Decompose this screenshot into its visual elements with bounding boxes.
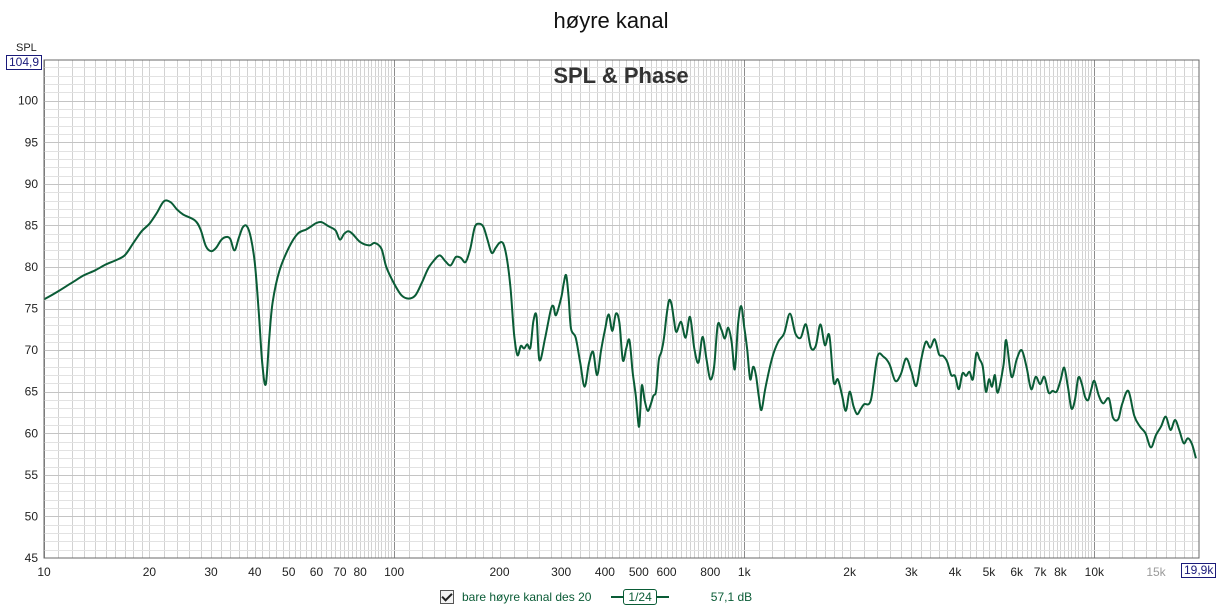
chart-title: SPL & Phase	[553, 63, 688, 88]
y-tick-label: 55	[25, 468, 39, 482]
tick-labels: 10 20 30 40 50 60 70 80 100 200 300 400 500 600 800 1k 2…	[18, 94, 1167, 579]
x-tick-label: 10	[37, 565, 51, 579]
y-tick-label: 85	[25, 218, 39, 232]
smoothing-indicator[interactable]: 1/24	[623, 589, 657, 605]
x-tick-label: 50	[282, 565, 296, 579]
x-tick-label: 5k	[983, 565, 997, 579]
y-tick-label: 65	[25, 385, 39, 399]
x-tick-label: 6k	[1010, 565, 1024, 579]
x-tick-label: 7k	[1034, 565, 1048, 579]
x-tick-label: 3k	[905, 565, 919, 579]
y-tick-label: 50	[25, 509, 39, 523]
y-axis-max-value[interactable]: 104,9	[6, 55, 43, 70]
x-tick-label: 400	[595, 565, 615, 579]
legend-level-value: 57,1 dB	[710, 590, 753, 604]
legend-series-name[interactable]: bare høyre kanal des 20	[462, 590, 592, 604]
x-tick-label: 10k	[1085, 565, 1105, 579]
x-tick-label: 40	[248, 565, 262, 579]
y-tick-label: 80	[25, 260, 39, 274]
y-tick-label: 45	[25, 551, 39, 565]
x-tick-label: 15k	[1146, 565, 1166, 579]
y-axis-label: SPL	[16, 42, 37, 54]
x-tick-label: 8k	[1054, 565, 1068, 579]
y-tick-label: 95	[25, 135, 39, 149]
x-tick-label: 60	[310, 565, 324, 579]
y-tick-label: 90	[25, 177, 39, 191]
x-axis-max-value[interactable]: 19,9k	[1181, 563, 1217, 578]
x-tick-label: 200	[490, 565, 510, 579]
x-tick-label: 300	[551, 565, 571, 579]
x-tick-label: 600	[657, 565, 677, 579]
legend-visibility-checkbox[interactable]	[440, 590, 454, 604]
plot-border	[43, 59, 1200, 559]
x-tick-label: 1k	[738, 565, 752, 579]
y-tick-label: 100	[18, 94, 38, 108]
x-tick-label: 70	[333, 565, 347, 579]
y-tick-label: 70	[25, 343, 39, 357]
x-tick-label: 20	[143, 565, 157, 579]
grid	[44, 60, 1199, 558]
legend-line-swatch	[656, 596, 669, 598]
x-tick-label: 800	[700, 565, 720, 579]
series-line	[43, 199, 1197, 459]
x-tick-label: 2k	[843, 565, 857, 579]
y-tick-label: 60	[25, 426, 39, 440]
x-tick-label: 4k	[949, 565, 963, 579]
x-tick-label: 100	[384, 565, 404, 579]
legend: bare høyre kanal des 20 1/24 57,1 dB	[440, 588, 752, 606]
x-tick-label: 30	[204, 565, 218, 579]
legend-smoothing[interactable]: 1/24	[611, 589, 669, 605]
window-title: høyre kanal	[553, 8, 669, 33]
x-tick-label: 80	[354, 565, 368, 579]
x-tick-label: 500	[629, 565, 649, 579]
legend-line-swatch	[611, 596, 624, 598]
y-tick-label: 75	[25, 302, 39, 316]
